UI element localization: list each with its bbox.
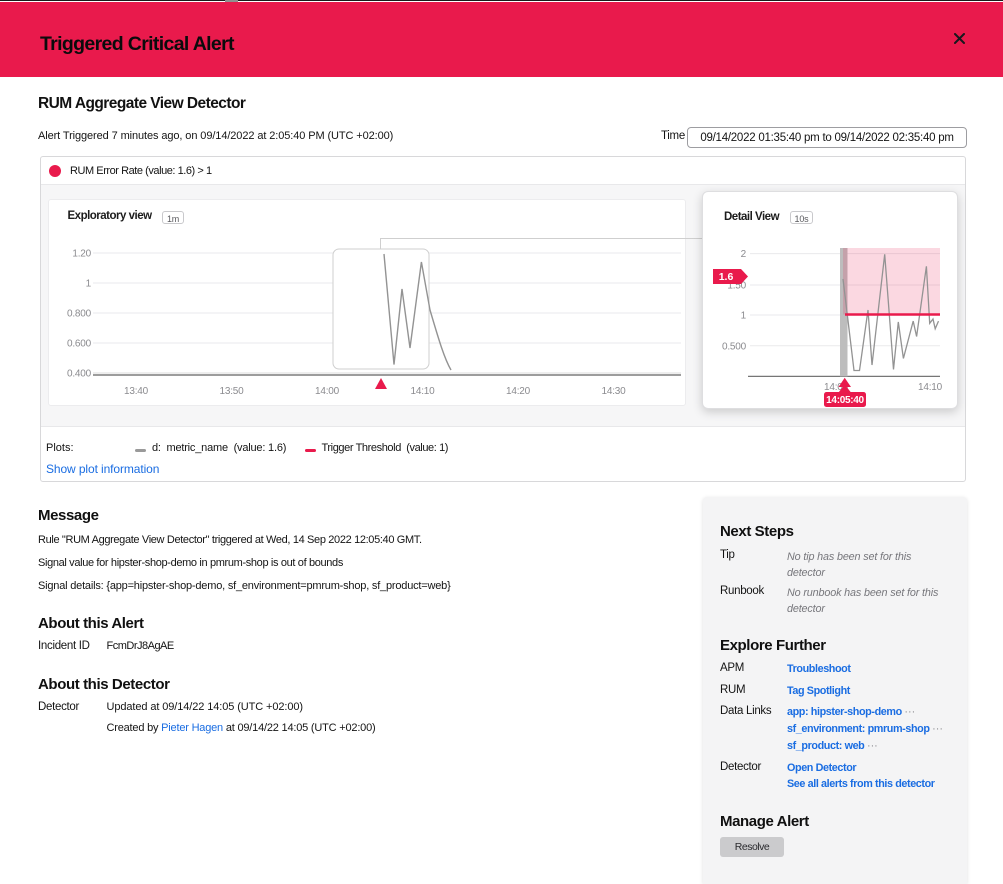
svg-text:14:10: 14:10 [410,386,435,397]
svg-text:14:20: 14:20 [506,386,531,397]
svg-text:14:05:40: 14:05:40 [826,395,864,406]
svg-text:13:50: 13:50 [219,386,244,397]
svg-text:0.600: 0.600 [67,339,92,350]
svg-text:0.400: 0.400 [67,369,92,380]
svg-text:1.50: 1.50 [727,281,746,292]
svg-text:1.6: 1.6 [719,271,734,283]
svg-text:14:05: 14:05 [824,382,849,393]
svg-text:2: 2 [741,249,747,260]
svg-text:1: 1 [741,311,747,322]
svg-text:13:40: 13:40 [124,386,149,397]
svg-text:14:10: 14:10 [918,382,943,393]
svg-text:14:00: 14:00 [315,386,340,397]
svg-text:1.20: 1.20 [72,249,91,260]
svg-text:0.500: 0.500 [722,341,747,352]
svg-text:1: 1 [86,279,92,290]
svg-text:14:30: 14:30 [601,386,626,397]
svg-text:0.800: 0.800 [67,309,92,320]
